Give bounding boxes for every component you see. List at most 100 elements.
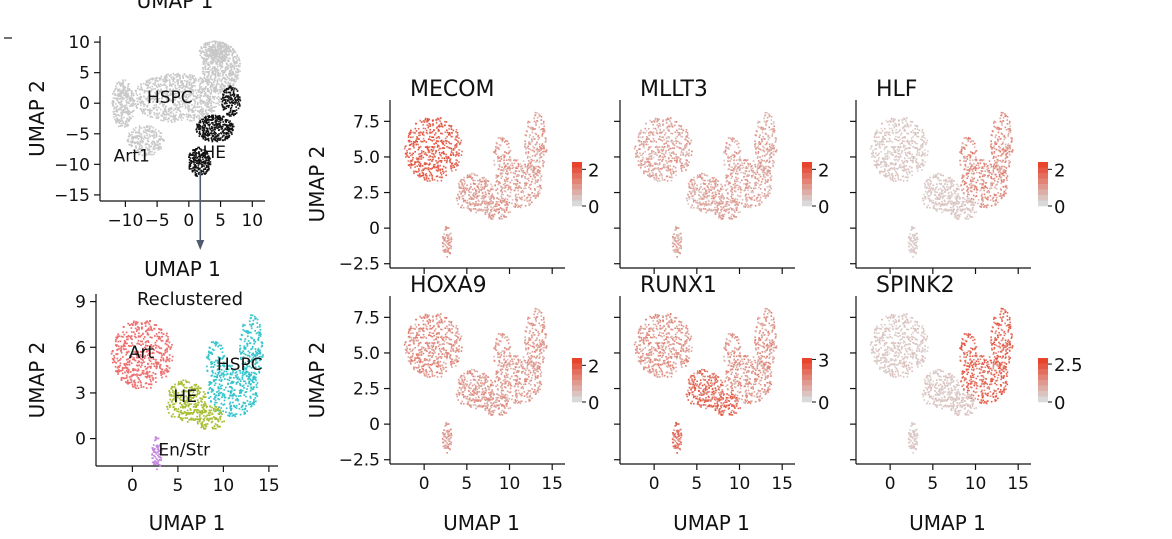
overview-point bbox=[207, 123, 210, 126]
overview-point bbox=[225, 57, 228, 59]
reclustered-point bbox=[208, 418, 211, 420]
overview-point bbox=[234, 73, 236, 76]
reclustered-point bbox=[173, 403, 176, 405]
overview-point bbox=[231, 64, 234, 67]
overview-point bbox=[207, 100, 210, 103]
reclustered-point bbox=[194, 409, 197, 411]
overview-point bbox=[229, 122, 231, 125]
gene-mecom-point bbox=[435, 119, 438, 122]
overview-point bbox=[212, 73, 215, 75]
reclustered-point bbox=[253, 386, 255, 388]
overview-point bbox=[202, 68, 204, 71]
overview-point bbox=[147, 99, 149, 101]
overview-point bbox=[232, 57, 234, 60]
overview-point bbox=[233, 95, 235, 98]
overview-point bbox=[225, 53, 227, 55]
reclustered-point bbox=[139, 340, 142, 343]
overview-point bbox=[115, 107, 117, 109]
overview-point bbox=[221, 51, 224, 54]
overview-point bbox=[183, 73, 186, 76]
reclustered-point bbox=[141, 327, 143, 329]
overview-point bbox=[216, 90, 219, 93]
reclustered-point bbox=[159, 366, 161, 369]
reclustered-point bbox=[209, 414, 211, 416]
gene-mecom-point bbox=[440, 132, 442, 135]
overview-point bbox=[124, 94, 126, 97]
overview-point bbox=[159, 77, 161, 79]
gene-mecom-point bbox=[449, 160, 451, 163]
overview-point bbox=[204, 87, 207, 90]
reclustered-point bbox=[128, 381, 131, 384]
overview-point bbox=[222, 46, 225, 49]
reclustered-point bbox=[212, 371, 214, 374]
reclustered-point bbox=[163, 372, 166, 375]
overview-point bbox=[224, 87, 226, 90]
gene-mecom-point bbox=[436, 175, 439, 177]
overview-point bbox=[218, 45, 220, 47]
gene-mecom-point bbox=[417, 174, 419, 177]
reclustered-point bbox=[243, 348, 246, 350]
overview-point bbox=[139, 148, 142, 150]
reclustered-point bbox=[151, 347, 154, 350]
reclustered-point bbox=[142, 372, 145, 375]
overview-point bbox=[207, 112, 209, 115]
reclustered-point bbox=[228, 415, 231, 417]
gene-mecom-point bbox=[456, 153, 459, 156]
overview-point bbox=[169, 81, 171, 84]
reclustered-point bbox=[196, 387, 199, 390]
gene-mecom-point bbox=[411, 153, 414, 156]
overview-point bbox=[209, 95, 212, 98]
overview-point bbox=[175, 95, 178, 97]
reclustered-y-label: UMAP 2 bbox=[25, 342, 49, 419]
reclustered-point bbox=[153, 349, 156, 351]
overview-point bbox=[212, 51, 214, 53]
overview-point bbox=[228, 91, 231, 94]
overview-point bbox=[179, 116, 182, 119]
reclustered-point bbox=[252, 353, 254, 356]
overview-point bbox=[120, 90, 122, 93]
gene-mecom-point bbox=[417, 161, 420, 163]
overview-point bbox=[160, 147, 163, 150]
overview-point bbox=[146, 134, 148, 137]
overview-point bbox=[208, 61, 210, 64]
reclustered-point bbox=[144, 355, 146, 358]
reclustered-point bbox=[173, 386, 176, 388]
overview-point bbox=[214, 60, 217, 63]
overview-point bbox=[232, 79, 234, 81]
overview-point bbox=[113, 90, 115, 93]
overview-point bbox=[131, 115, 134, 118]
reclustered-point bbox=[146, 367, 148, 370]
reclustered-point bbox=[222, 356, 224, 359]
reclustered-point bbox=[209, 351, 212, 354]
reclustered-point bbox=[113, 361, 116, 363]
reclustered-point bbox=[244, 391, 247, 394]
overview-point bbox=[182, 77, 184, 80]
overview-point bbox=[193, 166, 196, 169]
overview-point bbox=[207, 166, 210, 169]
overview-point bbox=[186, 75, 189, 78]
overview-point bbox=[199, 119, 201, 122]
reclustered-point bbox=[166, 347, 169, 350]
reclustered-point bbox=[185, 403, 187, 406]
overview-point bbox=[208, 167, 210, 170]
reclustered-point bbox=[250, 331, 252, 334]
reclustered-point bbox=[219, 357, 221, 359]
reclustered-point bbox=[241, 351, 244, 354]
overview-point bbox=[159, 79, 161, 81]
reclustered-point bbox=[123, 326, 125, 328]
gene-mecom-point bbox=[452, 154, 455, 156]
overview-point bbox=[138, 129, 140, 131]
reclustered-point bbox=[138, 364, 141, 367]
overview-point bbox=[201, 70, 204, 73]
overview-point bbox=[200, 110, 203, 112]
overview-point bbox=[187, 105, 189, 108]
overview-point bbox=[214, 44, 216, 47]
reclustered-point bbox=[218, 375, 221, 377]
reclustered-point bbox=[246, 345, 249, 347]
overview-point bbox=[126, 112, 129, 115]
overview-point bbox=[174, 115, 176, 117]
overview-point bbox=[204, 153, 207, 155]
reclustered-point bbox=[155, 444, 158, 447]
reclustered-point bbox=[189, 409, 192, 411]
overview-point bbox=[213, 67, 216, 69]
